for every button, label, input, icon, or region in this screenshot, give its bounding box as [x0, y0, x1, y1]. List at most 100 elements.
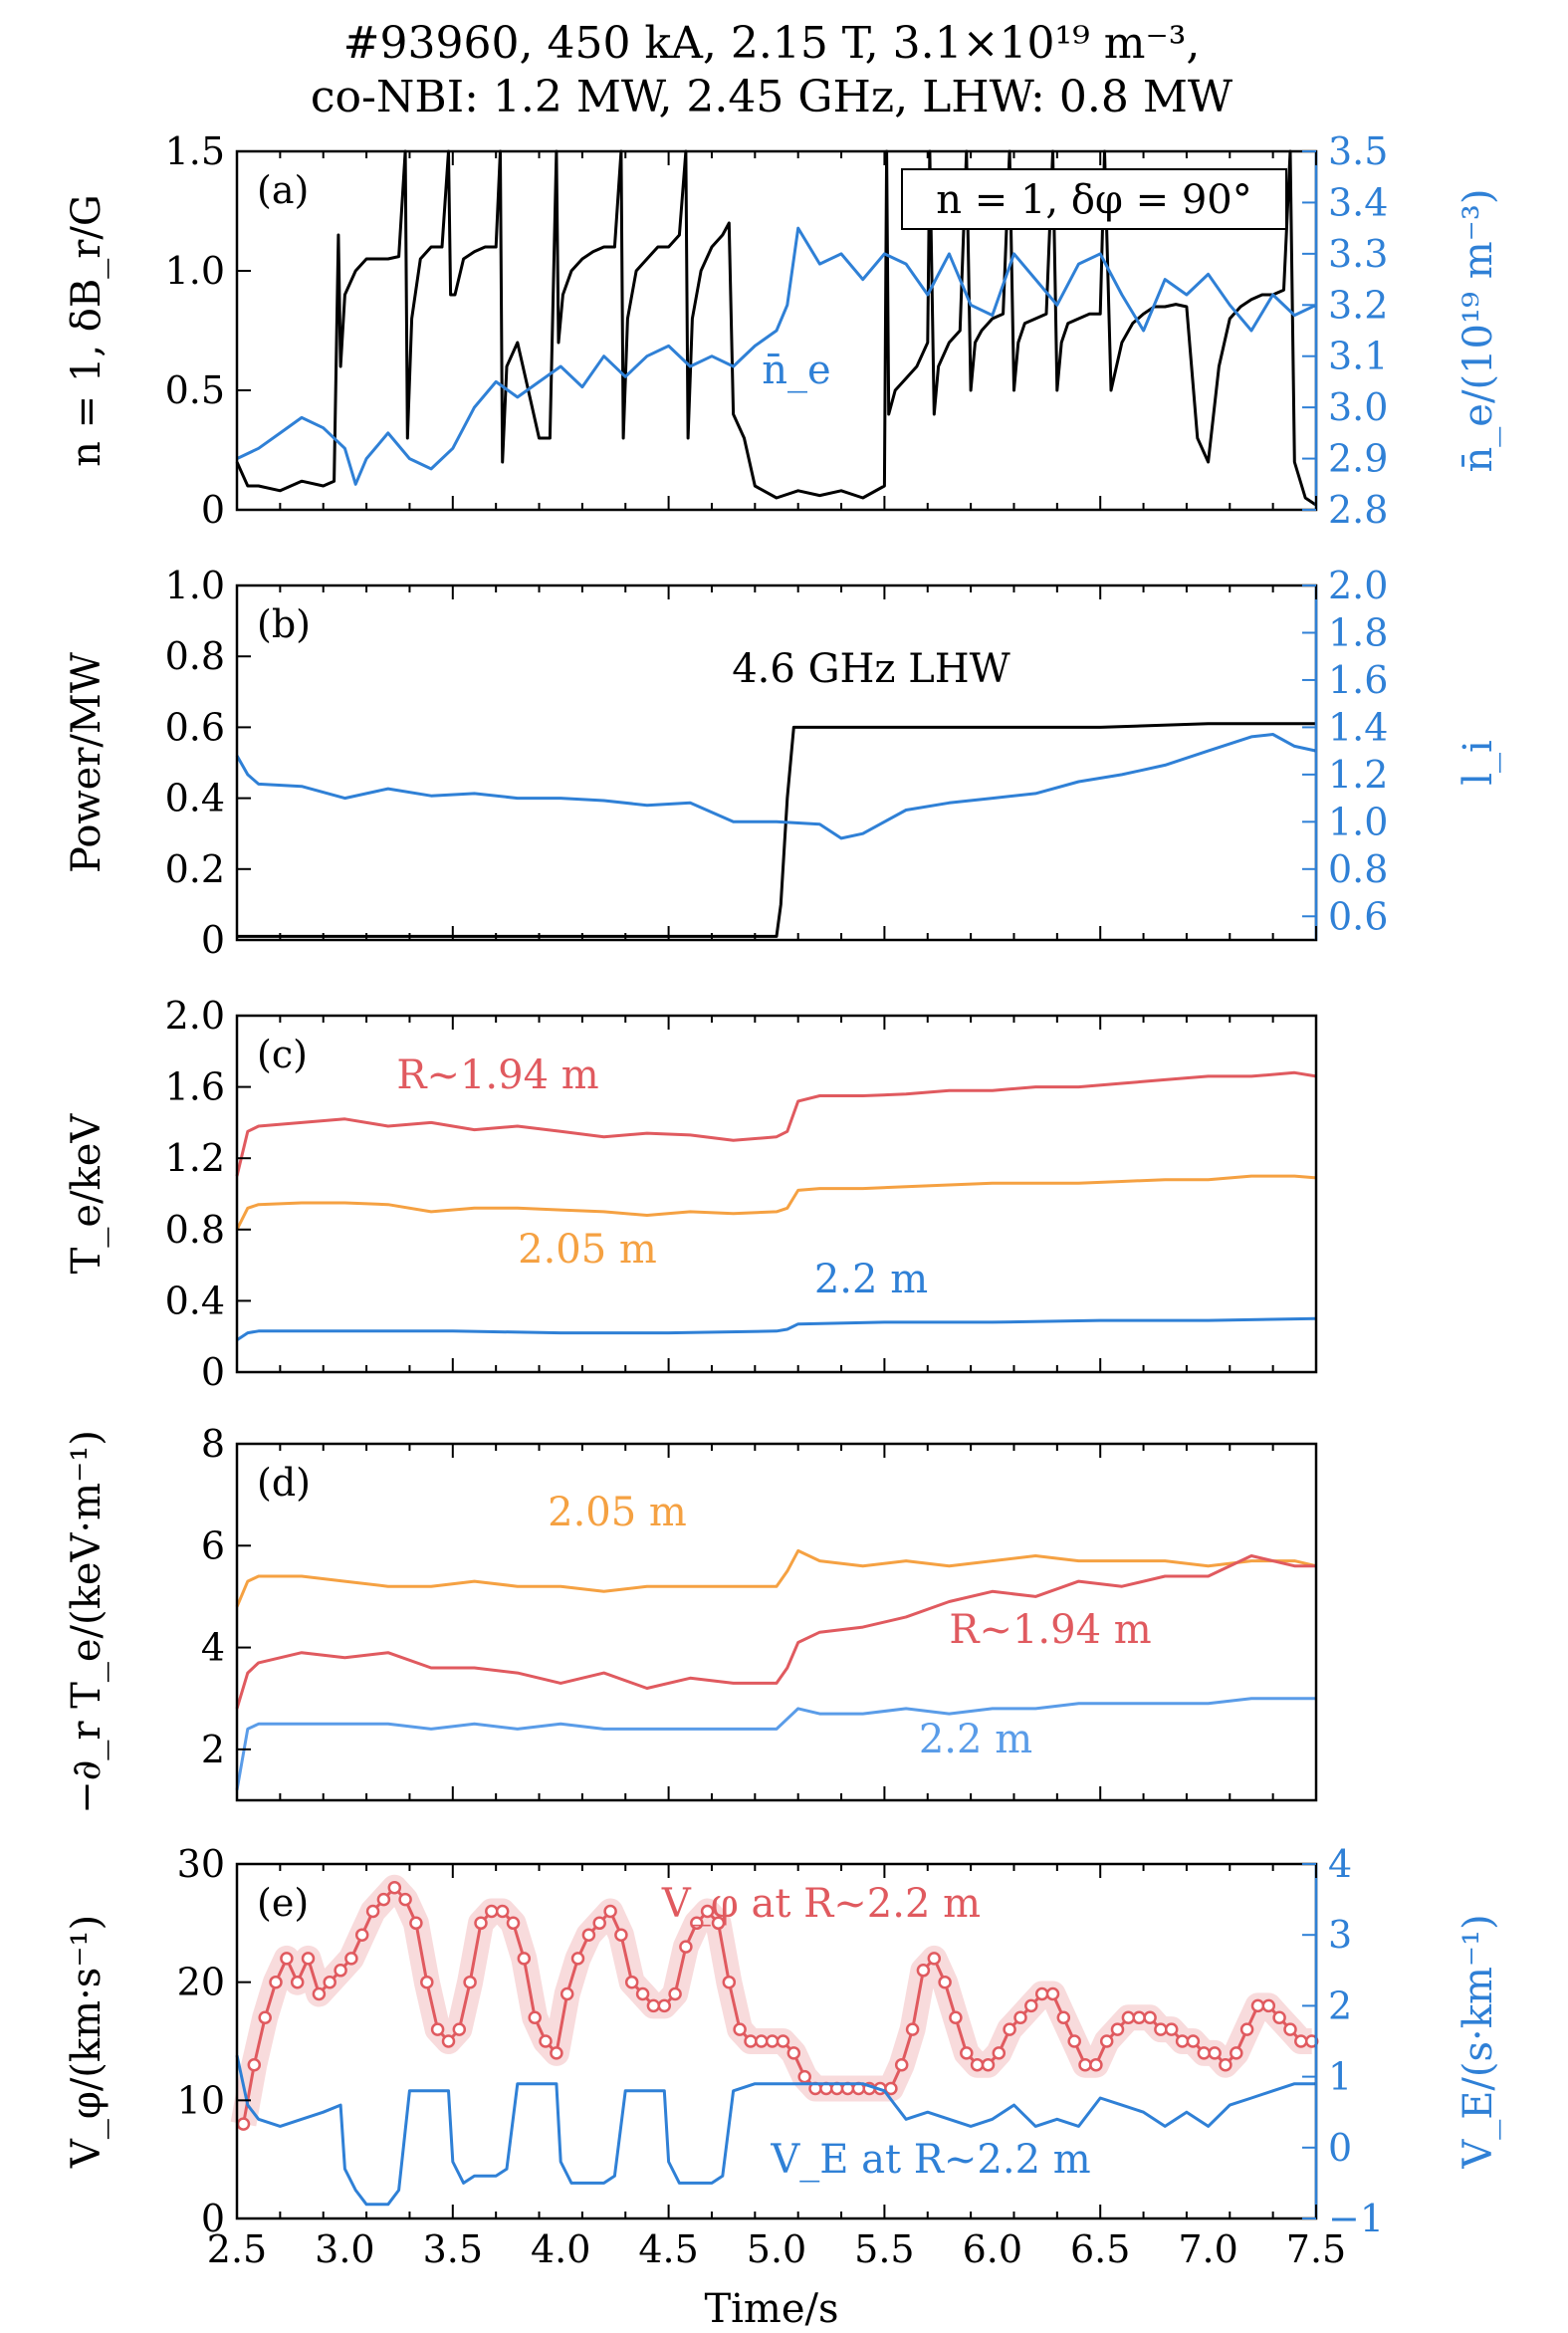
series-point: [1164, 2022, 1179, 2036]
y2-tick-label: 1.2: [1328, 753, 1388, 797]
series-point: [269, 1975, 283, 1989]
series-point: [1003, 2022, 1016, 2036]
series-point: [312, 1986, 327, 2001]
series-line-1: [235, 1174, 1317, 1231]
y2-tick-label: 3.3: [1328, 232, 1388, 276]
panel-a: n̄_e 0 0.5 1.0 1.5 2.8 2.9 3.0 3.1 3.2 3.3 3.4 3.5 n …: [64, 129, 1501, 532]
series-point: [290, 1975, 305, 1989]
series-label: 2.2 m: [919, 1717, 1032, 1762]
y-tick-label: 20: [177, 1961, 225, 2004]
series-point: [506, 1916, 521, 1931]
series-label: R~1.94 m: [949, 1607, 1151, 1653]
y2-axis-label: l_i: [1456, 740, 1501, 786]
series-label: V_φ at R~2.2 m: [661, 1881, 981, 1927]
series-point: [236, 2117, 251, 2131]
series-point: [786, 2046, 801, 2060]
y2-tick-label: 1.8: [1328, 610, 1388, 654]
legend-box: [901, 168, 1287, 230]
series-line-1: [235, 733, 1317, 840]
series-point: [1208, 2046, 1222, 2060]
series-point: [992, 2046, 1007, 2060]
series-label: 2.05 m: [548, 1490, 687, 1535]
series-point: [1230, 2046, 1243, 2060]
figure-title-line-1: #93960, 450 kA, 2.15 T, 3.1×10¹⁹ m⁻³,: [343, 18, 1201, 69]
y-tick-label: 10: [177, 2078, 225, 2122]
series-point: [441, 2034, 456, 2048]
series-point: [657, 1998, 672, 2013]
y-tick-label: 0: [201, 488, 225, 532]
y2-tick-label: 2: [1328, 1983, 1352, 2027]
series-point: [539, 2034, 553, 2048]
series-point: [884, 2081, 898, 2096]
series-label: V_E at R~2.2 m: [770, 2137, 1090, 2183]
series-point: [1121, 2010, 1136, 2025]
series-point: [960, 2046, 974, 2060]
y2-tick-label: 1.6: [1328, 658, 1388, 702]
x-tick-label: 3.0: [315, 2227, 374, 2271]
series-point: [635, 1986, 650, 2001]
y-tick-label: 0: [201, 918, 225, 962]
series-point: [614, 1928, 628, 1942]
y2-tick-label: 3.1: [1328, 335, 1388, 378]
x-tick-label: 3.5: [423, 2227, 483, 2271]
y-tick-label: 30: [177, 1842, 225, 1886]
panel-e: V_φ at R~2.2 m V_E at R~2.2 m 2.5 3.0 3.5 4.0…: [64, 1842, 1501, 2271]
series-line-1: [235, 1554, 1316, 1710]
series-point: [1110, 2022, 1125, 2036]
series-point: [420, 1975, 434, 1989]
series-point: [280, 1952, 294, 1966]
figure-title-line-2: co-NBI: 1.2 MW, 2.45 GHz, LHW: 0.8 MW: [311, 72, 1233, 122]
y2-tick-label: 0.8: [1328, 847, 1388, 891]
series-point: [905, 2022, 920, 2036]
series-label: R~1.94 m: [396, 1052, 598, 1098]
series-point: [733, 2022, 747, 2036]
series-point: [463, 1975, 477, 1989]
panel-label: (e): [257, 1881, 309, 1925]
series-point: [1045, 1986, 1060, 2001]
x-axis-label: Time/s: [704, 2286, 838, 2332]
series-point: [700, 1904, 715, 1919]
series-point: [528, 2010, 542, 2025]
series-point: [258, 2010, 272, 2025]
series-point: [1034, 1986, 1049, 2001]
series-point: [949, 2010, 963, 2025]
y-tick-label: 0.8: [165, 634, 225, 678]
y-axis-label: n = 1, δB_r/G: [64, 194, 110, 467]
series-point: [1186, 2034, 1201, 2048]
series-point: [679, 1940, 693, 1954]
series-point: [365, 1904, 380, 1919]
y2-tick-label: 1.0: [1328, 800, 1388, 843]
series-point: [1013, 2010, 1027, 2025]
series-point: [722, 1975, 737, 1989]
panel-d: 2.05 m R~1.94 m 2.2 m 2 4 6 8 −∂_r T_e/(keV·m⁻¹…: [64, 1422, 1318, 1814]
series-line-0: [235, 149, 1317, 507]
series-point: [690, 1916, 704, 1931]
y-axis-label: Power/MW: [64, 652, 110, 873]
y-tick-label: 2.0: [165, 994, 225, 1038]
axes-frame: [235, 1442, 1318, 1802]
y-tick-label: 0.5: [165, 368, 225, 412]
legend-box-text: n = 1, δφ = 90°: [936, 177, 1252, 223]
y2-tick-label: 2.8: [1328, 488, 1388, 532]
series-line-2: [235, 1697, 1316, 1791]
x-tick-label: 7.0: [1178, 2227, 1237, 2271]
y2-tick-label: 3: [1328, 1913, 1352, 1957]
series-point: [668, 1986, 682, 2001]
y-tick-label: 1.6: [165, 1065, 225, 1109]
series-point: [247, 2057, 262, 2072]
series-point: [1239, 2022, 1254, 2036]
panel-label: (d): [257, 1461, 311, 1505]
x-tick-label: 7.5: [1286, 2227, 1346, 2271]
series-point: [894, 2057, 909, 2072]
y2-tick-label: 4: [1328, 1842, 1352, 1886]
x-tick-label: 2.5: [207, 2227, 267, 2271]
y-tick-label: 0.8: [165, 1208, 225, 1252]
y-tick-label: 6: [201, 1523, 225, 1567]
y-axis-label: T_e/keV: [64, 1113, 110, 1275]
series-point: [1175, 2034, 1190, 2048]
series-label: 2.2 m: [814, 1257, 928, 1302]
y2-tick-label: 2.9: [1328, 437, 1388, 481]
series-point: [1154, 2022, 1168, 2036]
panels-group: n̄_e 0 0.5 1.0 1.5 2.8 2.9 3.0 3.1 3.2 3.3 3.4 3.5 n …: [64, 129, 1501, 2271]
